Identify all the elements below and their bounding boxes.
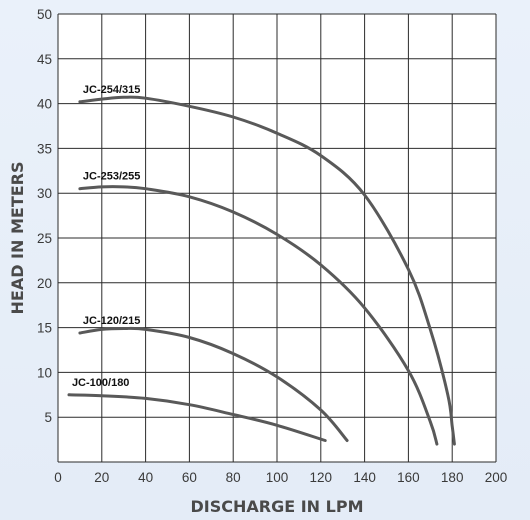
x-tick-labels: 0 20 40 60 80 100 120 140 160 180 200 — [54, 470, 507, 485]
x-tick-label: 100 — [266, 470, 289, 485]
x-tick-label: 180 — [441, 470, 464, 485]
grid — [57, 13, 497, 463]
series-label: JC-253/255 — [83, 171, 140, 183]
x-tick-label: 40 — [138, 470, 153, 485]
series-label: JC-100/180 — [72, 377, 130, 389]
x-tick-label: 80 — [226, 470, 241, 485]
series-labels: JC-254/315 JC-253/255 JC-120/215 JC-100/180 — [72, 84, 140, 389]
x-tick-label: 120 — [310, 470, 333, 485]
y-tick-label: 30 — [37, 186, 52, 201]
y-tick-label: 35 — [37, 141, 52, 156]
x-tick-label: 200 — [485, 470, 508, 485]
y-axis-title: HEAD IN METERS — [8, 161, 27, 314]
y-tick-label: 10 — [37, 365, 52, 380]
y-tick-labels: 5 10 15 20 25 30 35 40 45 50 — [37, 7, 52, 425]
y-tick-label: 20 — [37, 276, 52, 291]
y-tick-label: 5 — [44, 410, 52, 425]
x-tick-label: 140 — [353, 470, 376, 485]
series-label: JC-120/215 — [83, 315, 140, 327]
series-curves — [67, 95, 456, 446]
x-axis-title: DISCHARGE IN LPM — [191, 497, 364, 516]
x-tick-label: 60 — [182, 470, 197, 485]
y-tick-label: 40 — [37, 97, 52, 112]
x-tick-label: 160 — [397, 470, 420, 485]
x-tick-label: 0 — [54, 470, 62, 485]
series-label: JC-254/315 — [83, 84, 140, 96]
series-curve-3 — [67, 393, 327, 442]
y-tick-label: 25 — [37, 231, 52, 246]
y-tick-label: 45 — [37, 52, 52, 67]
x-tick-label: 20 — [94, 470, 109, 485]
y-tick-label: 50 — [37, 7, 52, 22]
series-curve-1 — [78, 185, 439, 446]
y-tick-label: 15 — [37, 321, 52, 336]
series-curve-2 — [78, 326, 349, 442]
series-curve-0 — [78, 95, 456, 446]
